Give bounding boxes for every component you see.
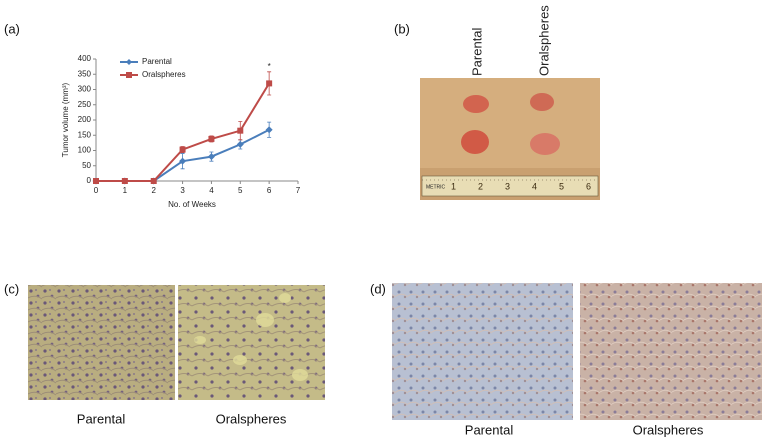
point — [265, 126, 273, 134]
ruler-label: 6 — [586, 181, 591, 191]
legend-label: Parental — [142, 57, 172, 66]
annotation: * — [268, 62, 271, 71]
histology-image — [28, 285, 175, 400]
x-tick-label: 4 — [209, 186, 214, 195]
point — [121, 178, 128, 184]
y-tick-label: 350 — [78, 69, 92, 78]
panel-label: (a) — [4, 21, 20, 36]
ruler-label: 2 — [478, 181, 483, 191]
sample-label: Oralspheres — [536, 5, 551, 76]
y-tick-label: 150 — [78, 130, 92, 139]
panel-label: (b) — [394, 21, 410, 36]
sample-label: Parental — [469, 27, 484, 76]
x-tick-label: 1 — [123, 186, 128, 195]
ruler-label: 1 — [451, 181, 456, 191]
x-tick-label: 5 — [238, 186, 243, 195]
y-tick-label: 250 — [78, 100, 92, 109]
histology-detail — [194, 293, 308, 381]
legend-marker — [126, 59, 132, 65]
point — [236, 140, 244, 148]
point — [93, 178, 99, 184]
x-tick-label: 0 — [94, 186, 99, 195]
caption: Oralspheres — [216, 411, 287, 426]
caption: Parental — [77, 411, 126, 426]
legend-label: Oralspheres — [142, 70, 186, 79]
ruler-label: 4 — [532, 181, 537, 191]
point — [179, 146, 186, 153]
y-tick-label: 200 — [78, 115, 92, 124]
x-tick-label: 6 — [267, 186, 272, 195]
y-tick-label: 300 — [78, 85, 92, 94]
ruler-label: 5 — [559, 181, 564, 191]
x-axis-label: No. of Weeks — [168, 200, 216, 209]
point — [207, 153, 215, 161]
ruler-label: 3 — [505, 181, 510, 191]
y-axis-label: Tumor volume (mm³) — [61, 82, 70, 157]
y-tick-label: 400 — [78, 54, 92, 63]
caption: Parental — [465, 422, 514, 437]
tumor-photo — [420, 78, 600, 200]
ruler-label: METRIC — [426, 184, 446, 190]
panel-label: (d) — [370, 281, 386, 296]
caption: Oralspheres — [633, 422, 704, 437]
legend-marker — [126, 72, 132, 78]
y-tick-label: 100 — [78, 146, 92, 155]
y-tick-label: 50 — [82, 161, 91, 170]
x-tick-label: 7 — [296, 186, 301, 195]
point — [266, 80, 273, 87]
point — [208, 135, 215, 142]
ihc-image — [580, 283, 762, 420]
point — [237, 127, 244, 134]
x-tick-label: 2 — [151, 186, 156, 195]
y-tick-label: 0 — [87, 176, 92, 185]
point — [179, 157, 187, 165]
x-tick-label: 3 — [180, 186, 185, 195]
panel-label: (c) — [4, 281, 19, 296]
ihc-image — [392, 283, 573, 420]
point — [150, 178, 157, 184]
